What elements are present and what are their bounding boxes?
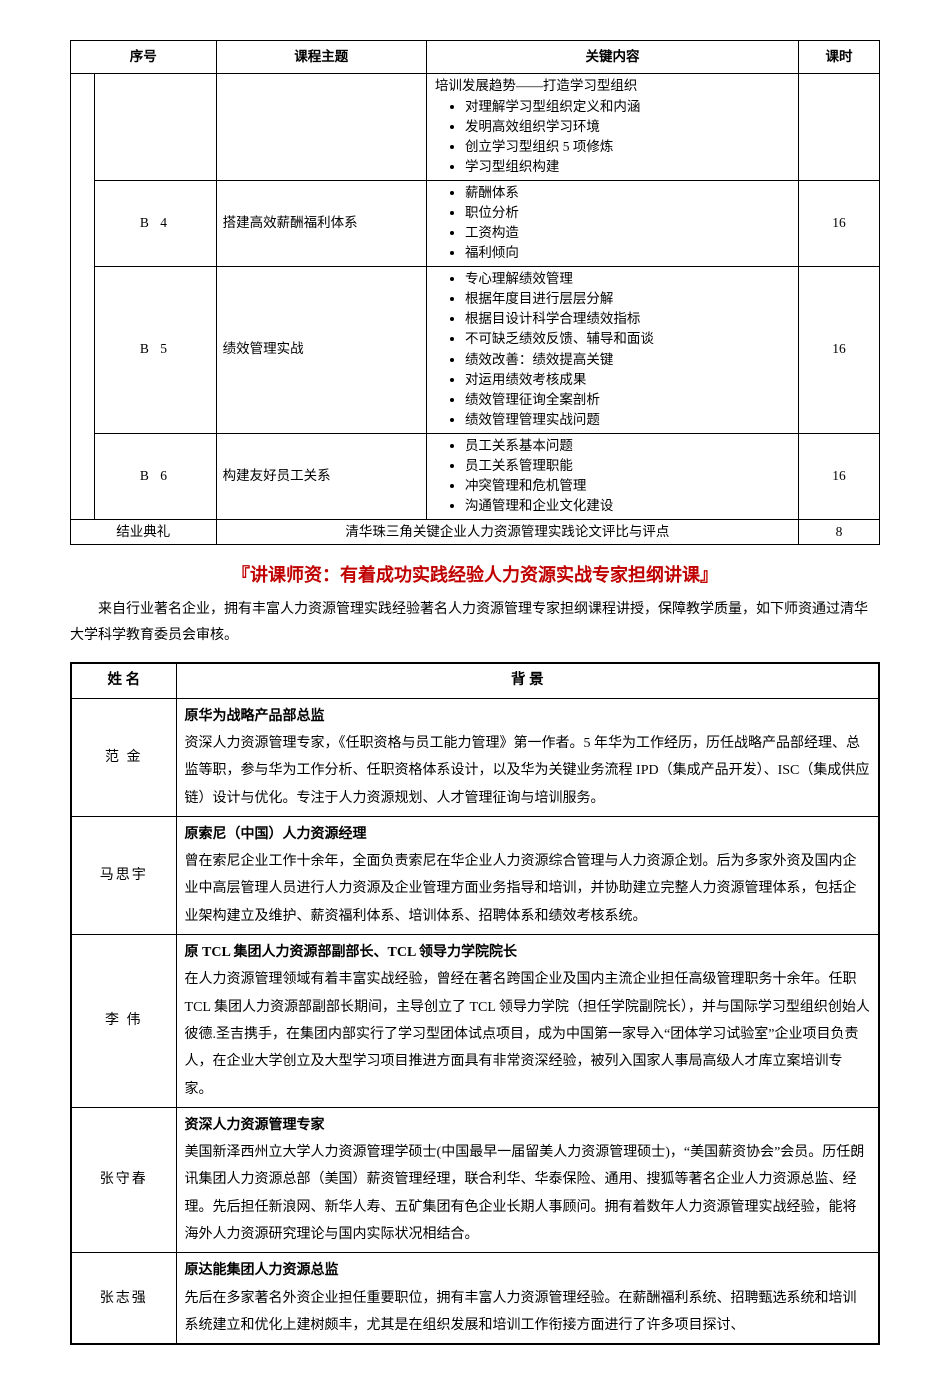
course-footer-row: 结业典礼 清华珠三角关键企业人力资源管理实践论文评比与评点 8 xyxy=(71,519,880,544)
lecturer-row: 马思宇 原索尼（中国）人力资源经理 曾在索尼企业工作十余年，全面负责索尼在华企业… xyxy=(71,816,879,934)
bullet-list: 员工关系基本问题 员工关系管理职能 冲突管理和危机管理 沟通管理和企业文化建设 xyxy=(435,436,794,517)
course-topic: 绩效管理实战 xyxy=(216,266,426,433)
bullet: 员工关系管理职能 xyxy=(465,456,794,476)
bullet: 绩效改善：绩效提高关键 xyxy=(465,350,794,370)
bullet: 学习型组织构建 xyxy=(465,157,794,177)
header-bg: 背 景 xyxy=(176,663,879,698)
bullet: 工资构造 xyxy=(465,223,794,243)
bullet: 职位分析 xyxy=(465,203,794,223)
course-table: 序号 课程主题 关键内容 课时 培训发展趋势——打造学习型组织 对理解学习型组织… xyxy=(70,40,880,545)
header-content: 关键内容 xyxy=(426,41,798,74)
bullet: 对理解学习型组织定义和内涵 xyxy=(465,97,794,117)
footer-label: 结业典礼 xyxy=(71,519,217,544)
course-topic: 构建友好员工关系 xyxy=(216,433,426,519)
footer-hours: 8 xyxy=(799,519,880,544)
content-top-line: 培训发展趋势——打造学习型组织 xyxy=(435,78,638,93)
course-header-row: 序号 课程主题 关键内容 课时 xyxy=(71,41,880,74)
lecturer-header-row: 姓 名 背 景 xyxy=(71,663,879,698)
course-hours: 16 xyxy=(799,266,880,433)
lecturer-name: 张志强 xyxy=(71,1253,176,1344)
course-hours xyxy=(799,74,880,180)
lecturer-title: 原索尼（中国）人力资源经理 xyxy=(185,827,367,842)
lecturer-title: 原华为战略产品部总监 xyxy=(185,709,325,724)
header-hours: 课时 xyxy=(799,41,880,74)
lecturer-table: 姓 名 背 景 范 金 原华为战略产品部总监 资深人力资源管理专家，《任职资格与… xyxy=(70,662,880,1345)
bullet: 冲突管理和危机管理 xyxy=(465,476,794,496)
lecturer-title: 原达能集团人力资源总监 xyxy=(185,1263,339,1278)
bullet: 沟通管理和企业文化建设 xyxy=(465,496,794,516)
bullet-list: 薪酬体系 职位分析 工资构造 福利倾向 xyxy=(435,183,794,264)
course-hours: 16 xyxy=(799,433,880,519)
bullet: 根据年度目进行层层分解 xyxy=(465,289,794,309)
header-name: 姓 名 xyxy=(71,663,176,698)
bullet-list: 对理解学习型组织定义和内涵 发明高效组织学习环境 创立学习型组织 5 项修炼 学… xyxy=(435,97,794,178)
intro-text: 来自行业著名企业，拥有丰富人力资源管理实践经验著名人力资源管理专家担纲课程讲授，… xyxy=(70,597,880,650)
course-content: 员工关系基本问题 员工关系管理职能 冲突管理和危机管理 沟通管理和企业文化建设 xyxy=(426,433,798,519)
course-seq xyxy=(95,74,216,180)
course-topic: 搭建高效薪酬福利体系 xyxy=(216,180,426,266)
lecturer-row: 李 伟 原 TCL 集团人力资源部副部长、TCL 领导力学院院长 在人力资源管理… xyxy=(71,935,879,1108)
course-seq: B 6 xyxy=(95,433,216,519)
section-title: 『讲课师资：有着成功实践经验人力资源实战专家担纲讲课』 xyxy=(70,561,880,587)
course-row: B 4 搭建高效薪酬福利体系 薪酬体系 职位分析 工资构造 福利倾向 16 xyxy=(71,180,880,266)
bullet: 对运用绩效考核成果 xyxy=(465,370,794,390)
course-row: 培训发展趋势——打造学习型组织 对理解学习型组织定义和内涵 发明高效组织学习环境… xyxy=(71,74,880,180)
lecturer-body: 美国新泽西州立大学人力资源管理学硕士(中国最早一届留美人力资源管理硕士)，“美国… xyxy=(185,1145,865,1242)
lecturer-body: 先后在多家著名外资企业担任重要职位，拥有丰富人力资源管理经验。在薪酬福利系统、招… xyxy=(185,1291,857,1333)
lecturer-body: 曾在索尼企业工作十余年，全面负责索尼在华企业人力资源综合管理与人力资源企划。后为… xyxy=(185,854,857,924)
bullet: 不可缺乏绩效反馈、辅导和面谈 xyxy=(465,329,794,349)
lecturer-row: 张志强 原达能集团人力资源总监 先后在多家著名外资企业担任重要职位，拥有丰富人力… xyxy=(71,1253,879,1344)
header-topic: 课程主题 xyxy=(216,41,426,74)
course-topic xyxy=(216,74,426,180)
lecturer-bg: 资深人力资源管理专家 美国新泽西州立大学人力资源管理学硕士(中国最早一届留美人力… xyxy=(176,1107,879,1252)
lecturer-row: 张守春 资深人力资源管理专家 美国新泽西州立大学人力资源管理学硕士(中国最早一届… xyxy=(71,1107,879,1252)
lecturer-name: 范 金 xyxy=(71,698,176,816)
lecturer-row: 范 金 原华为战略产品部总监 资深人力资源管理专家，《任职资格与员工能力管理》第… xyxy=(71,698,879,816)
bullet: 根据目设计科学合理绩效指标 xyxy=(465,309,794,329)
lecturer-body: 资深人力资源管理专家，《任职资格与员工能力管理》第一作者。5 年华为工作经历，历… xyxy=(185,736,870,806)
course-seq: B 4 xyxy=(95,180,216,266)
lecturer-name: 马思宇 xyxy=(71,816,176,934)
course-content: 薪酬体系 职位分析 工资构造 福利倾向 xyxy=(426,180,798,266)
bullet: 福利倾向 xyxy=(465,243,794,263)
course-hours: 16 xyxy=(799,180,880,266)
course-content: 培训发展趋势——打造学习型组织 对理解学习型组织定义和内涵 发明高效组织学习环境… xyxy=(426,74,798,180)
bullet: 创立学习型组织 5 项修炼 xyxy=(465,137,794,157)
course-seq: B 5 xyxy=(95,266,216,433)
bullet: 专心理解绩效管理 xyxy=(465,269,794,289)
bullet-list: 专心理解绩效管理 根据年度目进行层层分解 根据目设计科学合理绩效指标 不可缺乏绩… xyxy=(435,269,794,431)
lecturer-bg: 原 TCL 集团人力资源部副部长、TCL 领导力学院院长 在人力资源管理领域有着… xyxy=(176,935,879,1108)
lecturer-bg: 原索尼（中国）人力资源经理 曾在索尼企业工作十余年，全面负责索尼在华企业人力资源… xyxy=(176,816,879,934)
course-row: B 6 构建友好员工关系 员工关系基本问题 员工关系管理职能 冲突管理和危机管理… xyxy=(71,433,880,519)
bullet: 发明高效组织学习环境 xyxy=(465,117,794,137)
course-content: 专心理解绩效管理 根据年度目进行层层分解 根据目设计科学合理绩效指标 不可缺乏绩… xyxy=(426,266,798,433)
lecturer-name: 李 伟 xyxy=(71,935,176,1108)
lecturer-body: 在人力资源管理领域有着丰富实战经验，曾经在著名跨国企业及国内主流企业担任高级管理… xyxy=(185,972,870,1096)
lecturer-bg: 原达能集团人力资源总监 先后在多家著名外资企业担任重要职位，拥有丰富人力资源管理… xyxy=(176,1253,879,1344)
header-seq: 序号 xyxy=(71,41,217,74)
bullet: 绩效管理管理实战问题 xyxy=(465,410,794,430)
bullet: 员工关系基本问题 xyxy=(465,436,794,456)
lecturer-title: 资深人力资源管理专家 xyxy=(185,1118,325,1133)
bullet: 绩效管理征询全案剖析 xyxy=(465,390,794,410)
lecturer-title: 原 TCL 集团人力资源部副部长、TCL 领导力学院院长 xyxy=(185,945,518,960)
lecturer-name: 张守春 xyxy=(71,1107,176,1252)
footer-content: 清华珠三角关键企业人力资源管理实践论文评比与评点 xyxy=(216,519,798,544)
bullet: 薪酬体系 xyxy=(465,183,794,203)
lecturer-bg: 原华为战略产品部总监 资深人力资源管理专家，《任职资格与员工能力管理》第一作者。… xyxy=(176,698,879,816)
course-row: B 5 绩效管理实战 专心理解绩效管理 根据年度目进行层层分解 根据目设计科学合… xyxy=(71,266,880,433)
